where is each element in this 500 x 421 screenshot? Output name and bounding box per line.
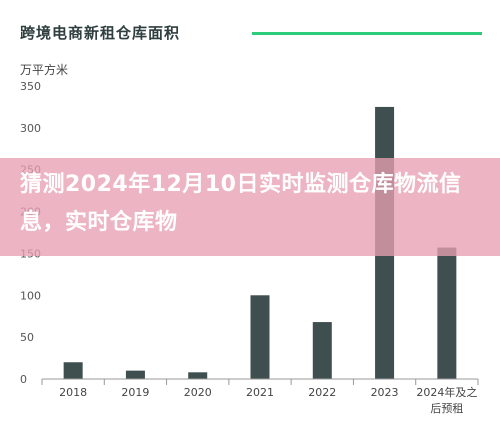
bar-2022 — [312, 322, 332, 379]
y-tick-label: 0 — [20, 373, 27, 386]
x-tick-label: 2021 — [246, 386, 274, 399]
x-tick-label: 2020 — [184, 386, 212, 399]
chart-title: 跨境电商新租仓库面积 — [20, 24, 181, 42]
bar-2019 — [125, 370, 145, 379]
y-axis-unit-label: 万平方米 — [20, 63, 69, 77]
headline-text: 猜测2024年12月10日实时监测仓库物流信息，实时仓库物 — [20, 172, 462, 235]
x-tick-label: 2024年及之 — [416, 385, 477, 399]
bar-2020 — [188, 372, 208, 379]
x-tick-label: 后预租 — [430, 402, 463, 415]
y-tick-label: 300 — [20, 122, 41, 135]
y-tick-label: 100 — [20, 289, 41, 302]
x-tick-label: 2019 — [121, 386, 149, 399]
x-tick-label: 2018 — [59, 386, 87, 399]
bar-2024年及之后预租 — [437, 247, 457, 379]
y-tick-label: 350 — [20, 80, 41, 93]
title-accent-line — [252, 32, 482, 35]
x-tick-label: 2022 — [308, 386, 336, 399]
headline-banner — [0, 158, 500, 256]
bar-2018 — [63, 362, 83, 379]
x-tick-label: 2023 — [371, 386, 399, 399]
bar-2021 — [250, 295, 270, 379]
y-tick-label: 50 — [20, 331, 34, 344]
